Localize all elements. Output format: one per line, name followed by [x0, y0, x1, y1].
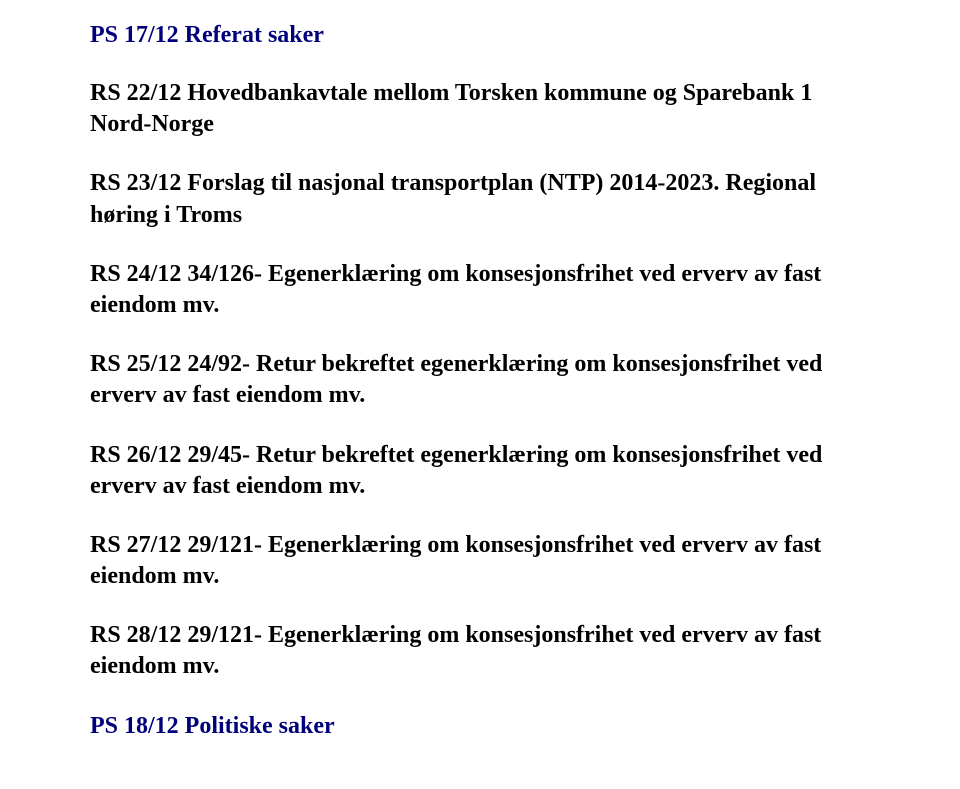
agenda-item: RS 22/12 Hovedbankavtale mellom Torsken … [90, 78, 870, 140]
agenda-item: RS 27/12 29/121- Egenerklæring om konses… [90, 530, 870, 592]
section-heading: PS 17/12 Referat saker [90, 20, 870, 50]
agenda-item: RS 26/12 29/45- Retur bekreftet egenerkl… [90, 440, 870, 502]
agenda-item: RS 28/12 29/121- Egenerklæring om konses… [90, 620, 870, 682]
section-heading: PS 18/12 Politiske saker [90, 711, 870, 741]
document-page: PS 17/12 Referat saker RS 22/12 Hovedban… [0, 0, 960, 789]
agenda-item: RS 23/12 Forslag til nasjonal transportp… [90, 168, 870, 230]
agenda-item: RS 25/12 24/92- Retur bekreftet egenerkl… [90, 349, 870, 411]
agenda-item: RS 24/12 34/126- Egenerklæring om konses… [90, 259, 870, 321]
